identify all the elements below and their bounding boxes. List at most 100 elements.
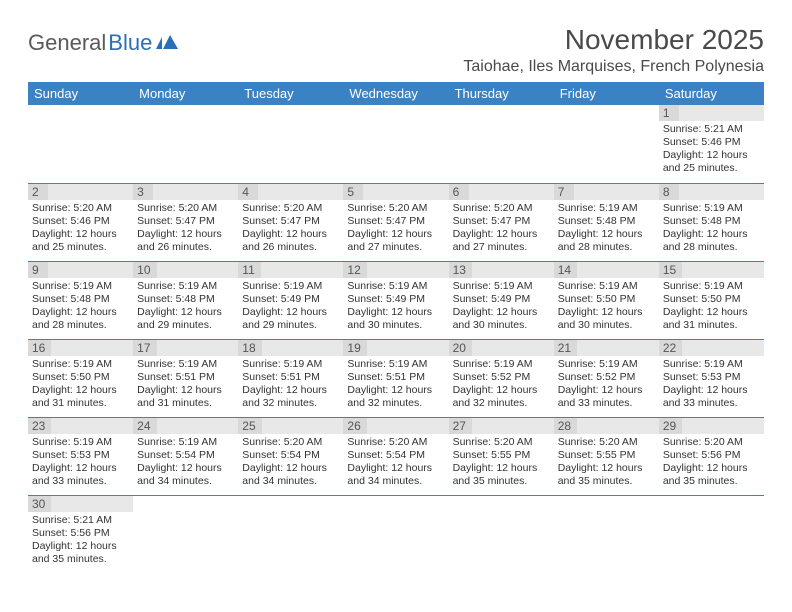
calendar-day: 14Sunrise: 5:19 AMSunset: 5:50 PMDayligh… <box>554 261 659 339</box>
sunrise-line: Sunrise: 5:19 AM <box>558 280 655 293</box>
sunset-line: Sunset: 5:48 PM <box>32 293 129 306</box>
daylight-line: Daylight: 12 hours and 35 minutes. <box>32 540 129 566</box>
day-content: Sunrise: 5:21 AMSunset: 5:46 PMDaylight:… <box>659 121 764 178</box>
daylight-line: Daylight: 12 hours and 25 minutes. <box>32 228 129 254</box>
day-number: 26 <box>343 418 366 434</box>
sunset-line: Sunset: 5:46 PM <box>663 136 760 149</box>
day-content: Sunrise: 5:20 AMSunset: 5:47 PMDaylight:… <box>449 200 554 257</box>
daylight-line: Daylight: 12 hours and 33 minutes. <box>663 384 760 410</box>
sunrise-line: Sunrise: 5:21 AM <box>32 514 129 527</box>
sunrise-line: Sunrise: 5:20 AM <box>347 202 444 215</box>
daylight-line: Daylight: 12 hours and 34 minutes. <box>347 462 444 488</box>
calendar-day: 24Sunrise: 5:19 AMSunset: 5:54 PMDayligh… <box>133 417 238 495</box>
daylight-line: Daylight: 12 hours and 34 minutes. <box>242 462 339 488</box>
sunrise-line: Sunrise: 5:19 AM <box>32 358 129 371</box>
sunset-line: Sunset: 5:50 PM <box>663 293 760 306</box>
sunset-line: Sunset: 5:51 PM <box>137 371 234 384</box>
sunrise-line: Sunrise: 5:19 AM <box>663 280 760 293</box>
day-number: 8 <box>659 184 679 200</box>
calendar-day: 6Sunrise: 5:20 AMSunset: 5:47 PMDaylight… <box>449 183 554 261</box>
day-content: Sunrise: 5:20 AMSunset: 5:55 PMDaylight:… <box>449 434 554 491</box>
day-content: Sunrise: 5:19 AMSunset: 5:51 PMDaylight:… <box>343 356 448 413</box>
calendar-day: 9Sunrise: 5:19 AMSunset: 5:48 PMDaylight… <box>28 261 133 339</box>
calendar-empty <box>133 495 238 573</box>
daylight-line: Daylight: 12 hours and 25 minutes. <box>663 149 760 175</box>
day-content: Sunrise: 5:21 AMSunset: 5:56 PMDaylight:… <box>28 512 133 569</box>
sunrise-line: Sunrise: 5:21 AM <box>663 123 760 136</box>
calendar-day: 7Sunrise: 5:19 AMSunset: 5:48 PMDaylight… <box>554 183 659 261</box>
day-number: 25 <box>238 418 261 434</box>
calendar-day: 28Sunrise: 5:20 AMSunset: 5:55 PMDayligh… <box>554 417 659 495</box>
day-content: Sunrise: 5:19 AMSunset: 5:51 PMDaylight:… <box>238 356 343 413</box>
day-number: 19 <box>343 340 366 356</box>
day-content: Sunrise: 5:20 AMSunset: 5:47 PMDaylight:… <box>133 200 238 257</box>
day-number: 15 <box>659 262 682 278</box>
sunrise-line: Sunrise: 5:20 AM <box>453 436 550 449</box>
day-number: 9 <box>28 262 48 278</box>
weekday-header: Wednesday <box>343 82 448 105</box>
calendar-week: 30Sunrise: 5:21 AMSunset: 5:56 PMDayligh… <box>28 495 764 573</box>
day-content: Sunrise: 5:19 AMSunset: 5:49 PMDaylight:… <box>238 278 343 335</box>
title-block: November 2025 Taiohae, Iles Marquises, F… <box>463 24 764 76</box>
daylight-line: Daylight: 12 hours and 33 minutes. <box>558 384 655 410</box>
day-content: Sunrise: 5:20 AMSunset: 5:47 PMDaylight:… <box>238 200 343 257</box>
daylight-line: Daylight: 12 hours and 30 minutes. <box>453 306 550 332</box>
calendar-empty <box>28 105 133 183</box>
sunset-line: Sunset: 5:50 PM <box>32 371 129 384</box>
calendar-week: 2Sunrise: 5:20 AMSunset: 5:46 PMDaylight… <box>28 183 764 261</box>
daylight-line: Daylight: 12 hours and 29 minutes. <box>137 306 234 332</box>
sunrise-line: Sunrise: 5:19 AM <box>137 280 234 293</box>
calendar-empty <box>133 105 238 183</box>
day-content: Sunrise: 5:19 AMSunset: 5:53 PMDaylight:… <box>659 356 764 413</box>
day-content: Sunrise: 5:19 AMSunset: 5:53 PMDaylight:… <box>28 434 133 491</box>
daylight-line: Daylight: 12 hours and 34 minutes. <box>137 462 234 488</box>
daylight-line: Daylight: 12 hours and 28 minutes. <box>558 228 655 254</box>
day-content: Sunrise: 5:20 AMSunset: 5:55 PMDaylight:… <box>554 434 659 491</box>
sunset-line: Sunset: 5:53 PM <box>663 371 760 384</box>
daylight-line: Daylight: 12 hours and 32 minutes. <box>453 384 550 410</box>
daylight-line: Daylight: 12 hours and 29 minutes. <box>242 306 339 332</box>
day-content: Sunrise: 5:19 AMSunset: 5:49 PMDaylight:… <box>449 278 554 335</box>
day-number: 4 <box>238 184 258 200</box>
day-number: 2 <box>28 184 48 200</box>
calendar-day: 17Sunrise: 5:19 AMSunset: 5:51 PMDayligh… <box>133 339 238 417</box>
sunset-line: Sunset: 5:48 PM <box>137 293 234 306</box>
day-number: 30 <box>28 496 51 512</box>
calendar-day: 20Sunrise: 5:19 AMSunset: 5:52 PMDayligh… <box>449 339 554 417</box>
weekday-header: Sunday <box>28 82 133 105</box>
sunrise-line: Sunrise: 5:19 AM <box>347 358 444 371</box>
day-content: Sunrise: 5:20 AMSunset: 5:54 PMDaylight:… <box>343 434 448 491</box>
day-content: Sunrise: 5:19 AMSunset: 5:51 PMDaylight:… <box>133 356 238 413</box>
sunset-line: Sunset: 5:47 PM <box>242 215 339 228</box>
day-content: Sunrise: 5:20 AMSunset: 5:47 PMDaylight:… <box>343 200 448 257</box>
sunset-line: Sunset: 5:48 PM <box>558 215 655 228</box>
calendar-day: 26Sunrise: 5:20 AMSunset: 5:54 PMDayligh… <box>343 417 448 495</box>
sunrise-line: Sunrise: 5:19 AM <box>242 280 339 293</box>
calendar-week: 16Sunrise: 5:19 AMSunset: 5:50 PMDayligh… <box>28 339 764 417</box>
day-number: 29 <box>659 418 682 434</box>
sunrise-line: Sunrise: 5:20 AM <box>453 202 550 215</box>
calendar-empty <box>449 495 554 573</box>
sunset-line: Sunset: 5:52 PM <box>558 371 655 384</box>
calendar-day: 30Sunrise: 5:21 AMSunset: 5:56 PMDayligh… <box>28 495 133 573</box>
day-content: Sunrise: 5:19 AMSunset: 5:54 PMDaylight:… <box>133 434 238 491</box>
sunset-line: Sunset: 5:47 PM <box>137 215 234 228</box>
day-content: Sunrise: 5:19 AMSunset: 5:50 PMDaylight:… <box>28 356 133 413</box>
day-number: 6 <box>449 184 469 200</box>
brand-part1: General <box>28 30 106 56</box>
day-content: Sunrise: 5:19 AMSunset: 5:52 PMDaylight:… <box>449 356 554 413</box>
sunset-line: Sunset: 5:51 PM <box>347 371 444 384</box>
day-number: 28 <box>554 418 577 434</box>
day-number: 22 <box>659 340 682 356</box>
calendar-table: SundayMondayTuesdayWednesdayThursdayFrid… <box>28 82 764 573</box>
day-content: Sunrise: 5:20 AMSunset: 5:54 PMDaylight:… <box>238 434 343 491</box>
day-number: 21 <box>554 340 577 356</box>
calendar-day: 12Sunrise: 5:19 AMSunset: 5:49 PMDayligh… <box>343 261 448 339</box>
sunrise-line: Sunrise: 5:19 AM <box>347 280 444 293</box>
calendar-day: 3Sunrise: 5:20 AMSunset: 5:47 PMDaylight… <box>133 183 238 261</box>
sunset-line: Sunset: 5:49 PM <box>242 293 339 306</box>
calendar-day: 27Sunrise: 5:20 AMSunset: 5:55 PMDayligh… <box>449 417 554 495</box>
day-number: 3 <box>133 184 153 200</box>
daylight-line: Daylight: 12 hours and 30 minutes. <box>347 306 444 332</box>
calendar-day: 19Sunrise: 5:19 AMSunset: 5:51 PMDayligh… <box>343 339 448 417</box>
